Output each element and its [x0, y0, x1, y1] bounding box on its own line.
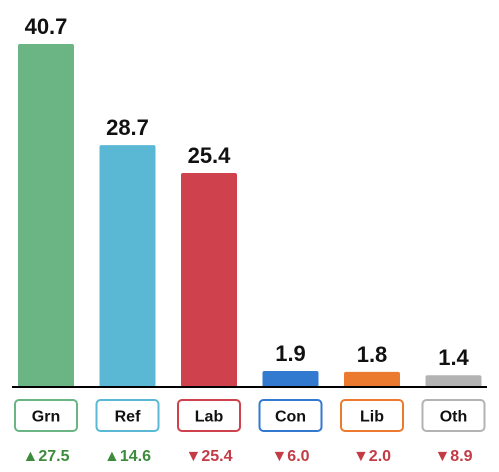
- value-labels-group: 40.7 28.7 25.4 1.9 1.8 1.4: [25, 14, 470, 370]
- category-box-ref: [95, 399, 160, 432]
- change-label-lab: ▼25.4: [186, 448, 233, 465]
- value-label-con: 1.9: [275, 341, 306, 366]
- category-labels-group: Grn Ref Lab Con Lib Oth: [14, 399, 486, 432]
- change-label-oth: ▼8.9: [434, 448, 472, 465]
- bar-ref: [99, 145, 156, 387]
- category-label-lib: Lib: [360, 409, 384, 426]
- bar-con: [262, 370, 319, 387]
- change-label-grn: ▲27.5: [23, 448, 70, 465]
- category-label-con: Con: [275, 409, 306, 426]
- bar-lib: [344, 371, 400, 387]
- bars-group: [18, 44, 482, 387]
- category-box-con: [258, 399, 323, 432]
- value-label-oth: 1.4: [438, 345, 469, 370]
- category-box-grn: [14, 399, 78, 432]
- bar-lab: [181, 172, 237, 387]
- change-label-ref: ▲14.6: [104, 448, 151, 465]
- change-label-lib: ▼2.0: [353, 448, 391, 465]
- category-box-lib: [340, 399, 404, 432]
- bar-oth: [425, 375, 482, 387]
- value-label-grn: 40.7: [25, 14, 68, 39]
- value-label-ref: 28.7: [106, 115, 149, 140]
- bar-grn: [18, 44, 74, 387]
- category-label-grn: Grn: [32, 409, 60, 426]
- change-label-con: ▼6.0: [271, 448, 309, 465]
- category-box-oth: [421, 399, 486, 432]
- category-label-oth: Oth: [440, 409, 468, 426]
- category-label-lab: Lab: [195, 409, 224, 426]
- change-labels-group: ▲27.5 ▲14.6 ▼25.4 ▼6.0 ▼2.0 ▼8.9: [23, 448, 473, 465]
- category-label-ref: Ref: [115, 409, 141, 426]
- value-label-lab: 25.4: [188, 143, 232, 168]
- category-box-lab: [177, 399, 241, 432]
- value-label-lib: 1.8: [357, 342, 388, 367]
